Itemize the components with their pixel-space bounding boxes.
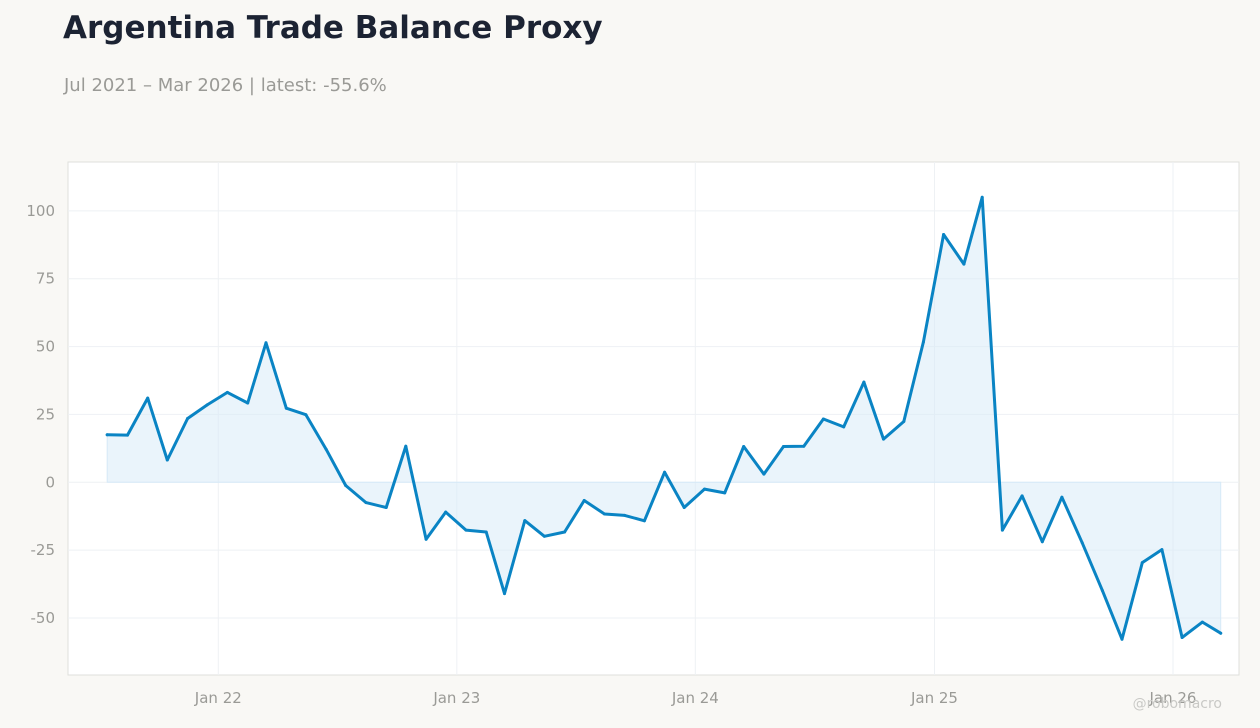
data-point [582,499,586,502]
data-point [1060,495,1064,499]
data-point [1140,561,1144,565]
data-point [165,458,169,462]
x-tick-label: Jan 25 [910,689,958,707]
data-point [324,447,328,451]
data-point [882,437,885,441]
data-point [542,534,546,538]
data-point [1000,528,1004,532]
y-tick-label: 100 [26,202,55,220]
data-point [364,501,368,505]
data-point [742,445,746,448]
data-point [464,528,468,532]
watermark: @robomacro [1132,696,1222,712]
data-point [284,406,288,410]
x-tick-label: Jan 24 [671,689,719,707]
data-point [802,444,806,448]
data-point [105,433,109,437]
x-tick-label: Jan 22 [194,689,242,707]
data-point [663,470,667,474]
data-points [105,195,1223,641]
y-tick-label: -50 [31,609,56,627]
data-point [921,340,925,344]
data-point [404,444,408,448]
data-point [1219,631,1223,635]
data-point [642,519,646,523]
data-point [1180,636,1184,639]
y-tick-label: 0 [45,473,55,491]
y-tick-label: -25 [31,541,56,559]
data-point [1100,589,1104,593]
data-point [424,537,428,541]
data-point [762,472,766,476]
data-point [1020,494,1024,498]
data-point [782,445,785,448]
data-point [444,510,448,514]
x-tick-label: Jan 23 [432,689,480,707]
data-point [563,530,567,534]
data-point [1080,541,1084,545]
data-point [126,433,129,437]
data-point [304,413,308,417]
data-point [862,380,866,384]
data-point [902,420,906,423]
data-point [186,417,190,420]
data-point [1120,637,1124,641]
data-point [682,506,686,509]
data-point [484,530,488,534]
data-point [523,519,527,523]
data-point [821,417,825,421]
data-point [962,262,966,266]
data-point [723,491,727,495]
data-point [623,513,627,517]
data-point [146,396,150,400]
data-point [603,512,606,516]
x-axis-ticks: Jan 22 Jan 23 Jan 24 Jan 25 Jan 26 [194,689,1197,707]
y-tick-label: 75 [36,270,55,288]
data-point [205,403,209,407]
data-point [942,233,946,236]
data-point [842,425,846,429]
data-point [264,341,268,345]
data-point [344,484,348,487]
data-point [246,401,250,405]
chart-subtitle: Jul 2021 – Mar 2026 | latest: -55.6% [64,75,387,96]
y-axis-ticks: -50 -25 0 25 50 75 100 [26,202,55,627]
x-tick-label: Jan 26 [1149,689,1197,707]
data-point [980,195,984,199]
data-point [384,506,388,509]
data-point [225,390,229,394]
data-point [703,487,706,491]
data-point [1160,548,1164,552]
y-tick-label: 25 [36,405,55,423]
y-tick-label: 50 [36,338,55,356]
data-point [1200,620,1204,624]
data-point [503,592,506,596]
data-point [1040,540,1044,544]
chart-title: Argentina Trade Balance Proxy [63,10,603,46]
